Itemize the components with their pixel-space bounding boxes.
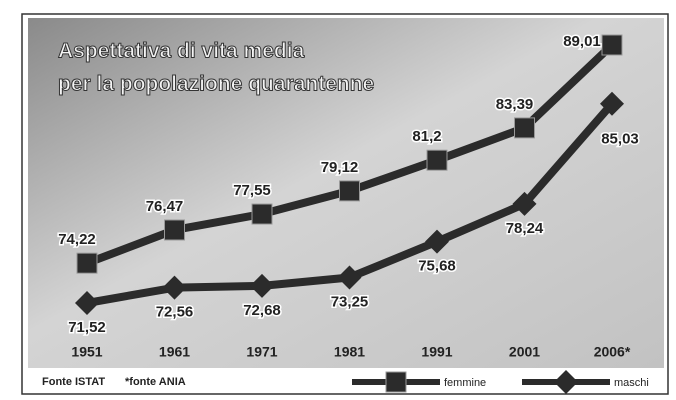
chart-title: Aspettativa di vita media: [58, 40, 305, 63]
square-marker: [515, 118, 535, 138]
x-tick-label: 1971: [246, 344, 277, 360]
data-label: 72,56: [156, 304, 194, 321]
chart: Aspettativa di vita media per la popolaz…: [0, 0, 676, 400]
data-label: 89,01: [563, 33, 601, 50]
data-label: 71,52: [68, 319, 106, 336]
square-marker: [165, 220, 185, 240]
data-label: 78,24: [506, 220, 544, 237]
data-label: 72,68: [243, 302, 281, 319]
data-label: 83,39: [496, 96, 534, 113]
square-marker: [252, 204, 272, 224]
data-label: 79,12: [321, 159, 359, 176]
data-label: 75,68: [418, 258, 456, 275]
square-marker: [427, 150, 447, 170]
legend-label: femmine: [444, 377, 486, 389]
data-label: 77,55: [233, 182, 271, 199]
x-tick-label: 2001: [509, 344, 540, 360]
data-label: 81,2: [412, 128, 441, 145]
square-marker: [77, 253, 97, 273]
square-marker: [602, 35, 622, 55]
square-marker: [386, 372, 406, 392]
data-label: 74,22: [58, 231, 96, 248]
source-note: Fonte ISTAT: [42, 376, 105, 388]
x-tick-label: 1981: [334, 344, 365, 360]
x-tick-label: 1991: [421, 344, 452, 360]
square-marker: [340, 181, 360, 201]
legend-label: maschi: [614, 377, 649, 389]
data-label: 85,03: [601, 131, 639, 148]
data-label: 73,25: [331, 293, 369, 310]
source-note: *fonte ANIA: [125, 376, 186, 388]
x-tick-label: 2006*: [594, 344, 631, 360]
x-tick-label: 1951: [71, 344, 102, 360]
x-tick-label: 1961: [159, 344, 190, 360]
chart-title: per la popolazione quarantenne: [58, 73, 374, 96]
data-label: 76,47: [146, 198, 184, 215]
